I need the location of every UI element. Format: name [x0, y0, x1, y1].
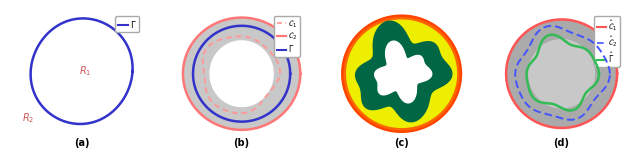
Polygon shape: [356, 21, 452, 122]
Polygon shape: [31, 18, 132, 124]
Polygon shape: [374, 41, 432, 103]
Legend: $\mathcal{C}_1$, $\mathcal{C}_2$, $\Gamma$: $\mathcal{C}_1$, $\mathcal{C}_2$, $\Gamm…: [275, 16, 300, 57]
Text: $R_2$: $R_2$: [22, 111, 35, 125]
Text: (a): (a): [74, 138, 90, 148]
Legend: $\Gamma$: $\Gamma$: [115, 16, 140, 32]
Text: (d): (d): [554, 138, 570, 148]
Polygon shape: [347, 20, 456, 127]
Polygon shape: [210, 41, 273, 107]
Polygon shape: [529, 40, 595, 108]
Text: $R_1$: $R_1$: [79, 64, 92, 78]
Polygon shape: [342, 16, 461, 132]
Legend: $\hat{\mathcal{C}}_1$, $\hat{\mathcal{C}}_2$, $\hat{\Gamma}$: $\hat{\mathcal{C}}_1$, $\hat{\mathcal{C}…: [595, 16, 620, 67]
Text: (c): (c): [394, 138, 409, 148]
Text: (b): (b): [234, 138, 250, 148]
Polygon shape: [506, 19, 617, 128]
Polygon shape: [184, 18, 300, 129]
